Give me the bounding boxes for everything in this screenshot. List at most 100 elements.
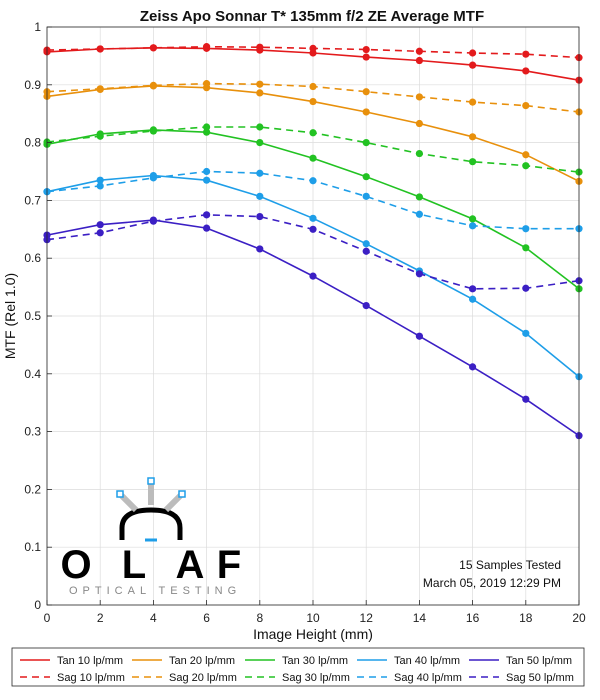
data-point xyxy=(149,174,157,182)
data-point xyxy=(203,80,211,88)
legend-item: Tan 50 lp/mm xyxy=(469,655,572,667)
x-tick-label: 6 xyxy=(203,611,210,625)
data-point xyxy=(415,270,423,278)
data-point xyxy=(522,225,530,233)
legend-label: Tan 30 lp/mm xyxy=(282,655,348,667)
data-point xyxy=(203,123,211,131)
data-point xyxy=(469,363,477,371)
x-axis-title: Image Height (mm) xyxy=(253,626,373,642)
data-point xyxy=(415,56,423,65)
data-point xyxy=(362,192,370,200)
data-point xyxy=(96,182,104,190)
data-point xyxy=(415,149,423,158)
data-point xyxy=(415,332,423,340)
data-point xyxy=(469,285,477,293)
data-point xyxy=(362,53,370,61)
chart-title: Zeiss Apo Sonnar T* 135mm f/2 ZE Average… xyxy=(140,8,484,25)
data-point xyxy=(309,177,317,185)
legend-label: Sag 30 lp/mm xyxy=(282,672,350,684)
legend-label: Tan 20 lp/mm xyxy=(169,655,235,667)
data-point xyxy=(309,129,317,137)
data-point xyxy=(522,151,530,159)
data-point xyxy=(469,215,477,223)
samples-note: 15 Samples Tested xyxy=(459,558,561,572)
data-point xyxy=(96,229,104,237)
logo-letter: L xyxy=(122,543,146,587)
data-point xyxy=(415,119,423,128)
logo-beam-tip-icon xyxy=(116,490,124,498)
axis-ticks: 0 2 4 6 8 10 12 14 16 18 20 0 0.1 0.2 0.3 0.4 0.5 0.6 0.7 0… xyxy=(24,20,586,625)
y-tick-label: 0.9 xyxy=(24,78,41,92)
data-point xyxy=(203,176,211,184)
y-tick-label: 0.8 xyxy=(24,136,41,150)
y-tick-label: 0.7 xyxy=(24,193,41,207)
data-point xyxy=(522,244,530,252)
series-sag-50-lp-mm xyxy=(43,211,583,293)
data-point xyxy=(309,97,317,106)
x-tick-label: 0 xyxy=(44,611,51,625)
data-point xyxy=(522,329,530,337)
x-tick-label: 14 xyxy=(413,611,427,625)
x-tick-label: 2 xyxy=(97,611,104,625)
legend-item: Sag 20 lp/mm xyxy=(132,672,237,684)
x-tick-label: 10 xyxy=(306,611,320,625)
data-point xyxy=(522,50,530,58)
legend: Tan 10 lp/mm Sag 10 lp/mm Tan 20 lp/mm Sag … xyxy=(20,655,574,684)
data-point xyxy=(309,272,317,280)
data-point xyxy=(415,93,423,101)
data-point xyxy=(469,98,477,106)
legend-label: Tan 10 lp/mm xyxy=(57,655,123,667)
legend-label: Sag 50 lp/mm xyxy=(506,672,574,684)
legend-label: Sag 40 lp/mm xyxy=(394,672,462,684)
legend-label: Tan 40 lp/mm xyxy=(394,655,460,667)
data-point xyxy=(362,247,370,255)
logo-beam-tip-icon xyxy=(147,477,155,485)
legend-label: Tan 50 lp/mm xyxy=(506,655,572,667)
data-point xyxy=(415,193,423,201)
data-point xyxy=(522,102,530,110)
y-tick-label: 0 xyxy=(34,598,41,612)
x-tick-label: 16 xyxy=(466,611,480,625)
x-tick-label: 4 xyxy=(150,611,157,625)
y-tick-label: 1 xyxy=(34,20,41,34)
data-point xyxy=(203,128,211,136)
data-point xyxy=(309,82,317,91)
data-point xyxy=(469,222,477,230)
y-tick-label: 0.6 xyxy=(24,251,41,265)
y-tick-label: 0.3 xyxy=(24,425,41,439)
series-sag-20-lp-mm xyxy=(43,80,583,116)
data-point xyxy=(522,395,530,403)
data-point xyxy=(203,167,211,176)
y-tick-label: 0.4 xyxy=(24,367,41,381)
data-point xyxy=(256,169,264,177)
data-point xyxy=(203,224,211,232)
data-point xyxy=(522,67,530,75)
series-sag-10-lp-mm xyxy=(43,43,583,62)
legend-box xyxy=(11,647,585,687)
logo-letter: F xyxy=(217,543,241,587)
legend-label: Sag 10 lp/mm xyxy=(57,672,125,684)
data-point xyxy=(149,217,157,225)
data-point xyxy=(415,47,423,55)
data-point xyxy=(469,49,477,57)
legend-label: Sag 20 lp/mm xyxy=(169,672,237,684)
x-tick-label: 8 xyxy=(256,611,263,625)
data-point xyxy=(362,301,370,310)
data-point xyxy=(96,45,104,53)
data-point xyxy=(469,158,477,166)
data-point xyxy=(256,139,264,147)
data-point xyxy=(203,43,211,51)
data-point xyxy=(256,245,264,253)
data-point xyxy=(309,225,317,233)
legend-item: Tan 10 lp/mm xyxy=(20,655,123,667)
logo-letter: O xyxy=(60,543,91,587)
data-point xyxy=(96,132,104,140)
data-point xyxy=(309,154,317,162)
legend-item: Sag 40 lp/mm xyxy=(357,672,462,684)
data-point xyxy=(469,133,477,141)
logo-letter: A xyxy=(176,543,205,587)
data-point xyxy=(256,89,264,97)
legend-item: Sag 50 lp/mm xyxy=(469,672,574,684)
